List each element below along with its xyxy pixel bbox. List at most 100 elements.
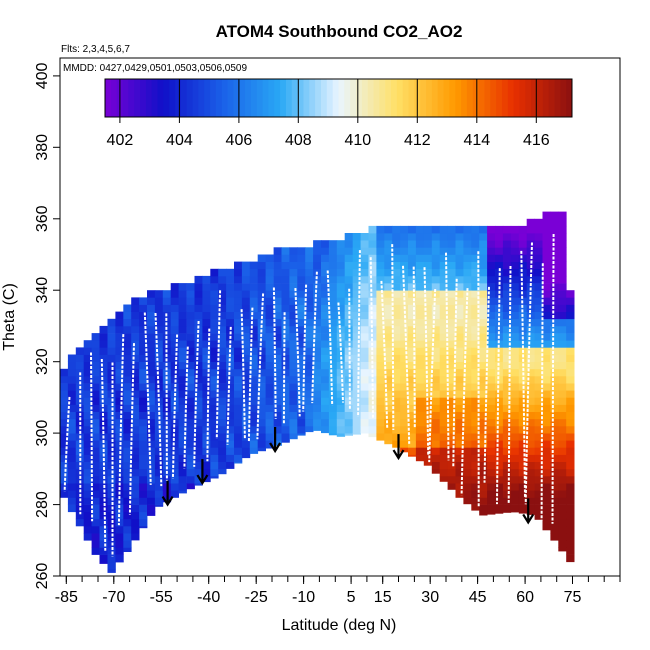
heatmap-cell — [542, 490, 551, 498]
heatmap-cell — [558, 333, 567, 341]
heatmap-cell — [392, 318, 401, 327]
heatmap-cell — [249, 390, 259, 398]
heatmap-cell — [344, 240, 353, 248]
heatmap-cell — [542, 404, 551, 412]
heatmap-cell — [234, 390, 243, 398]
heatmap-cell — [384, 418, 393, 427]
heatmap-cell — [265, 275, 274, 284]
heatmap-cell — [534, 390, 543, 398]
heatmap-cell — [566, 497, 575, 505]
colorbar-cell — [169, 79, 176, 117]
heatmap-cell — [384, 311, 393, 320]
heatmap-cell — [241, 333, 251, 341]
heatmap-cell — [313, 418, 322, 427]
flight-profile — [165, 313, 168, 481]
heatmap-cell — [376, 283, 385, 291]
heatmap-cell — [83, 483, 92, 491]
heatmap-cell — [178, 418, 187, 427]
heatmap-cell — [542, 304, 551, 312]
heatmap-cell — [297, 418, 306, 427]
heatmap-cell — [439, 347, 448, 355]
heatmap-cell — [226, 268, 235, 277]
heatmap-cell — [558, 211, 567, 220]
heatmap-cell — [352, 275, 361, 284]
heatmap-cell — [154, 318, 164, 327]
heatmap-cell — [321, 426, 330, 434]
heatmap-cell — [123, 454, 132, 462]
heatmap-cell — [265, 418, 274, 427]
heatmap-cell — [107, 354, 116, 362]
heatmap-cell — [305, 418, 314, 427]
heatmap-cell — [162, 354, 172, 362]
heatmap-cell — [321, 397, 330, 405]
heatmap-cell — [147, 426, 156, 434]
heatmap-cell — [186, 340, 195, 348]
dates-note: MMDD: 0427,0429,0501,0503,0506,0509 — [63, 63, 247, 74]
heatmap-cell — [518, 225, 528, 234]
heatmap-cell — [518, 354, 528, 362]
heatmap-cell — [400, 347, 409, 355]
heatmap-cell — [423, 247, 433, 255]
heatmap-cell — [408, 240, 417, 248]
heatmap-cell — [123, 418, 132, 427]
heatmap-cell — [67, 426, 77, 434]
heatmap-cell — [439, 290, 448, 298]
surface-arrow-head — [161, 496, 174, 507]
x-tick-label: -40 — [197, 589, 220, 606]
heatmap-cell — [281, 397, 290, 405]
heatmap-cell — [518, 476, 528, 484]
heatmap-cell — [226, 383, 235, 391]
heatmap-cell — [408, 347, 417, 355]
heatmap-cell — [265, 433, 274, 441]
heatmap-cell — [91, 468, 100, 477]
heatmap-cell — [558, 290, 567, 298]
heatmap-cell — [534, 218, 543, 227]
heatmap-cell — [463, 275, 472, 284]
heatmap-cell — [352, 397, 361, 405]
heatmap-cell — [455, 375, 464, 384]
heatmap-cell — [107, 333, 116, 341]
heatmap-cell — [83, 368, 92, 377]
heatmap-cell — [321, 275, 330, 284]
heatmap-cell — [352, 240, 361, 248]
heatmap-cell — [495, 476, 504, 484]
heatmap-cell — [186, 454, 195, 462]
heatmap-cell — [423, 240, 433, 248]
heatmap-cell — [360, 311, 369, 320]
heatmap-cell — [534, 397, 543, 405]
heatmap-cell — [463, 368, 472, 377]
heatmap-cell — [115, 468, 124, 477]
heatmap-cell — [218, 325, 227, 334]
colorbar-cell — [250, 79, 258, 117]
heatmap-cell — [131, 390, 140, 398]
heatmap-cell — [447, 268, 456, 277]
heatmap-cell — [139, 447, 148, 455]
heatmap-cell — [139, 333, 148, 341]
heatmap-cell — [99, 554, 108, 563]
heatmap-cell — [210, 461, 219, 470]
heatmap-cell — [257, 418, 266, 427]
heatmap-cell — [526, 490, 535, 498]
heatmap-cell — [400, 254, 409, 262]
heatmap-cell — [542, 397, 551, 405]
colorbar-cell — [227, 79, 234, 117]
heatmap-cell — [131, 368, 140, 377]
heatmap-cell — [487, 411, 496, 420]
heatmap-cell — [313, 297, 322, 305]
heatmap-cell — [415, 397, 425, 405]
heatmap-cell — [123, 497, 132, 505]
heatmap-cell — [178, 375, 187, 384]
heatmap-cell — [352, 261, 361, 270]
heatmap-cell — [400, 325, 409, 334]
heatmap-cell — [170, 454, 179, 462]
heatmap-cell — [455, 225, 464, 234]
heatmap-cell — [131, 311, 140, 320]
heatmap-cell — [123, 433, 132, 441]
heatmap-cell — [558, 297, 567, 305]
heatmap-cell — [218, 297, 227, 305]
heatmap-cell — [249, 347, 259, 355]
heatmap-cell — [518, 283, 528, 291]
heatmap-cell — [131, 404, 140, 412]
heatmap-cell — [249, 404, 259, 412]
heatmap-cell — [455, 447, 464, 455]
